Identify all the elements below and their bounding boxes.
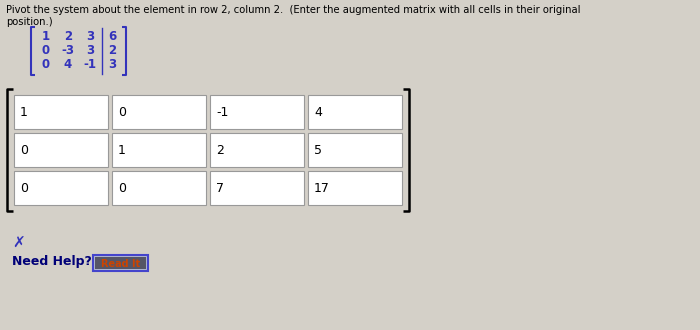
Bar bbox=[308, 95, 402, 129]
Text: -3: -3 bbox=[62, 45, 74, 57]
Bar bbox=[14, 95, 108, 129]
Bar bbox=[210, 95, 304, 129]
Text: 17: 17 bbox=[314, 182, 330, 194]
Text: 3: 3 bbox=[86, 30, 94, 44]
Text: 5: 5 bbox=[314, 144, 322, 156]
Bar bbox=[210, 171, 304, 205]
Bar bbox=[210, 133, 304, 167]
Text: 0: 0 bbox=[20, 144, 28, 156]
Bar bbox=[14, 133, 108, 167]
Text: 2: 2 bbox=[108, 45, 116, 57]
Text: 0: 0 bbox=[118, 106, 126, 118]
Text: 7: 7 bbox=[216, 182, 224, 194]
Text: 1: 1 bbox=[42, 30, 50, 44]
Bar bbox=[112, 171, 206, 205]
Text: 0: 0 bbox=[42, 58, 50, 72]
Text: 2: 2 bbox=[216, 144, 224, 156]
Bar bbox=[112, 133, 206, 167]
Text: 6: 6 bbox=[108, 30, 116, 44]
Text: 0: 0 bbox=[20, 182, 28, 194]
Text: 4: 4 bbox=[314, 106, 322, 118]
Text: Need Help?: Need Help? bbox=[12, 255, 92, 269]
Text: 4: 4 bbox=[64, 58, 72, 72]
Text: position.): position.) bbox=[6, 17, 52, 27]
Text: Pivot the system about the element in row 2, column 2.  (Enter the augmented mat: Pivot the system about the element in ro… bbox=[6, 5, 580, 15]
Text: 0: 0 bbox=[118, 182, 126, 194]
Text: 3: 3 bbox=[108, 58, 116, 72]
FancyBboxPatch shape bbox=[95, 257, 146, 269]
Bar bbox=[308, 171, 402, 205]
Text: ✗: ✗ bbox=[12, 236, 24, 250]
Text: 2: 2 bbox=[64, 30, 72, 44]
Bar bbox=[112, 95, 206, 129]
FancyBboxPatch shape bbox=[93, 255, 148, 271]
Bar bbox=[308, 133, 402, 167]
Text: Read It: Read It bbox=[101, 259, 140, 269]
Text: 3: 3 bbox=[86, 45, 94, 57]
Text: -1: -1 bbox=[216, 106, 228, 118]
Bar bbox=[14, 171, 108, 205]
Text: -1: -1 bbox=[83, 58, 97, 72]
Text: 0: 0 bbox=[42, 45, 50, 57]
Text: 1: 1 bbox=[20, 106, 28, 118]
Text: 1: 1 bbox=[118, 144, 126, 156]
